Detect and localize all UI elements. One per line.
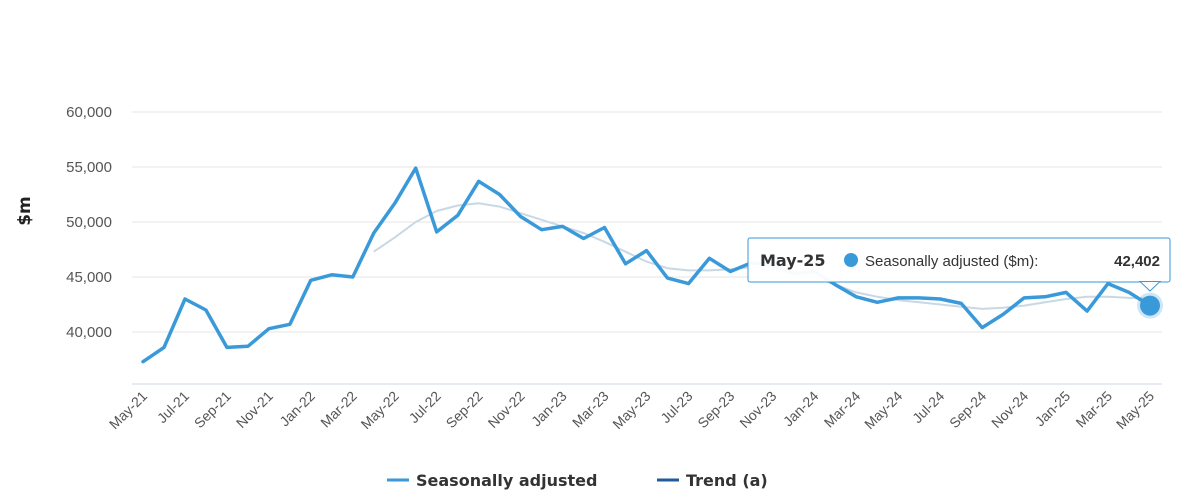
tooltip-box <box>747 237 1171 283</box>
x-tick-label: May-24 <box>861 388 905 432</box>
x-tick-label: Mar-23 <box>569 388 612 431</box>
x-tick-label: Jan-25 <box>1032 388 1074 430</box>
x-tick-label: Mar-24 <box>821 388 864 431</box>
x-tick-label: May-21 <box>106 388 150 432</box>
y-tick-label: 40,000 <box>66 324 112 341</box>
y-axis-label: $m <box>15 196 35 226</box>
x-tick-label: Jul-22 <box>406 388 444 426</box>
legend-item-seasonally-adjusted[interactable]: Seasonally adjusted <box>387 471 597 490</box>
tooltip-pointer <box>1138 281 1162 292</box>
x-tick-label: Jul-23 <box>657 388 695 426</box>
x-tick-label: Nov-21 <box>233 388 276 431</box>
x-tick-label: Jan-23 <box>528 388 570 430</box>
x-tick-label: May-22 <box>358 388 402 432</box>
x-tick-label: Jan-22 <box>276 388 318 430</box>
tooltip-date: May-25 <box>760 251 826 270</box>
x-tick-label: Mar-25 <box>1072 388 1115 431</box>
hover-point <box>1140 295 1160 316</box>
x-tick-label: Jan-24 <box>780 388 822 430</box>
legend-label-seasonally-adjusted: Seasonally adjusted <box>416 471 597 490</box>
y-tick-label: 55,000 <box>66 159 112 176</box>
legend-label-trend: Trend (a) <box>686 471 768 490</box>
tooltip-series-name: Seasonally adjusted ($m): <box>865 253 1038 270</box>
tooltip: May-25 Seasonally adjusted ($m): 42,402 <box>747 237 1171 292</box>
x-tick-label: Nov-24 <box>988 388 1031 431</box>
y-tick-label: 60,000 <box>66 104 112 121</box>
y-axis-tick-labels: 40,000 45,000 50,000 55,000 60,000 <box>66 104 112 341</box>
x-tick-label: Nov-23 <box>736 388 779 431</box>
legend-item-trend[interactable]: Trend (a) <box>657 471 768 490</box>
tooltip-series-marker <box>844 253 858 267</box>
series-line-seasonally-adjusted[interactable] <box>141 166 1152 364</box>
x-tick-label: Jul-21 <box>154 388 192 426</box>
tooltip-value: 42,402 <box>1114 253 1160 270</box>
x-tick-label: Nov-22 <box>485 388 528 431</box>
x-tick-label: Sep-23 <box>694 388 737 431</box>
legend: Seasonally adjusted Trend (a) <box>387 471 768 490</box>
x-tick-label: Mar-22 <box>317 388 360 431</box>
x-tick-label: Sep-22 <box>443 388 486 431</box>
y-tick-label: 45,000 <box>66 269 112 286</box>
hover-marker <box>1137 292 1163 319</box>
x-tick-label: Sep-21 <box>191 388 234 431</box>
y-tick-label: 50,000 <box>66 214 112 231</box>
x-tick-label: Jul-24 <box>909 388 947 426</box>
x-tick-label: May-25 <box>1113 388 1157 432</box>
x-tick-label: Sep-24 <box>946 388 989 431</box>
x-tick-label: May-23 <box>609 388 653 432</box>
grid-lines <box>132 111 1162 333</box>
